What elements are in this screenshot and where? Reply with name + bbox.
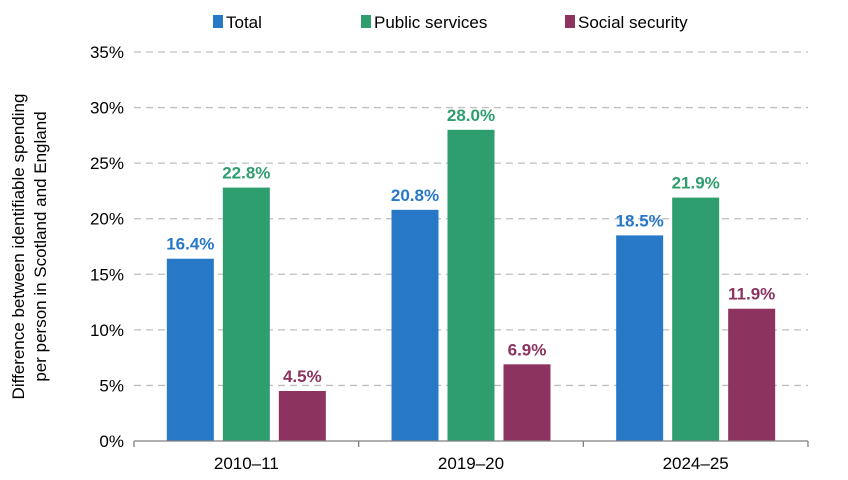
legend-label: Public services — [374, 13, 487, 32]
data-label: 4.5% — [283, 367, 322, 386]
data-label: 6.9% — [508, 340, 547, 359]
y-tick-label: 30% — [90, 99, 124, 118]
legend: Total Public services Social security — [213, 13, 688, 32]
bar — [728, 308, 776, 441]
data-label: 22.8% — [222, 164, 270, 183]
legend-swatch — [361, 15, 371, 28]
data-labels: 16.4% 22.8% 4.5% 20.8% 28.0% 6.9% 18.5% 21.9% 11… — [166, 106, 775, 386]
x-tick-label: 2024–25 — [663, 454, 729, 473]
y-tick-label: 0% — [99, 432, 124, 451]
bar — [503, 364, 551, 441]
bar — [278, 390, 326, 441]
legend-swatch — [565, 15, 575, 28]
x-axis: 2010–11 2019–20 2024–25 — [133, 440, 809, 473]
data-label: 21.9% — [672, 174, 720, 193]
y-tick-label: 5% — [99, 376, 124, 395]
x-tick-label: 2019–20 — [438, 454, 504, 473]
y-tick-label: 15% — [90, 265, 124, 284]
data-label: 16.4% — [166, 235, 214, 254]
x-tick-label: 2010–11 — [214, 454, 279, 473]
y-axis-title-line: Difference between identifiable spending — [9, 94, 28, 400]
y-tick-label: 25% — [90, 154, 124, 173]
bar — [672, 197, 720, 441]
bar — [166, 258, 214, 441]
data-label: 20.8% — [391, 186, 439, 205]
data-label: 11.9% — [728, 285, 775, 304]
y-axis-title-line: per person in Scotland and England — [31, 111, 50, 381]
legend-label: Social security — [578, 13, 688, 32]
y-axis-title: Difference between identifiable spending… — [9, 94, 50, 400]
y-tick-label: 20% — [90, 210, 124, 229]
y-tick-label: 35% — [90, 43, 124, 62]
legend-label: Total — [226, 13, 262, 32]
legend-swatch — [213, 15, 223, 28]
bar — [222, 187, 270, 441]
bar — [447, 129, 495, 442]
bars — [166, 129, 776, 442]
y-tick-label: 10% — [90, 321, 124, 340]
bar — [616, 235, 664, 441]
y-axis-ticks: 0% 5% 10% 15% 20% 25% 30% 35% — [90, 43, 124, 451]
data-label: 28.0% — [447, 106, 495, 125]
bar — [391, 209, 439, 441]
data-label: 18.5% — [616, 211, 664, 230]
